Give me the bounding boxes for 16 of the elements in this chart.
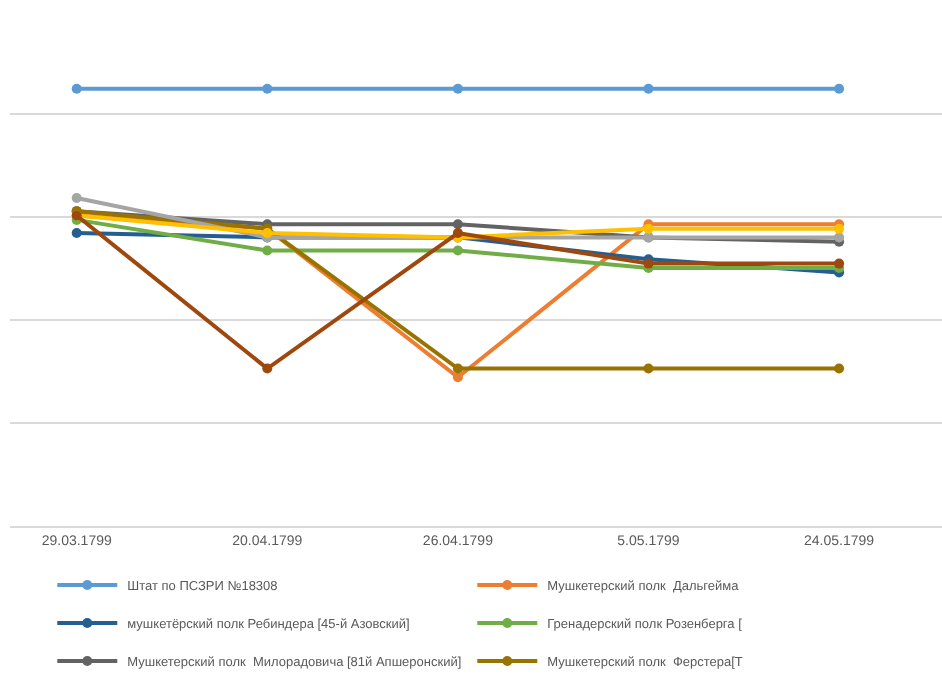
point	[643, 83, 654, 94]
point	[452, 83, 463, 94]
point	[452, 363, 463, 374]
point	[71, 228, 82, 239]
point	[452, 219, 463, 230]
point	[834, 83, 845, 94]
point	[452, 372, 463, 383]
point	[71, 83, 82, 94]
point	[452, 245, 463, 256]
point	[262, 83, 273, 94]
point	[262, 245, 273, 256]
point	[643, 363, 654, 374]
point	[834, 258, 845, 269]
point	[71, 193, 82, 204]
point	[834, 363, 845, 374]
point	[262, 363, 273, 374]
